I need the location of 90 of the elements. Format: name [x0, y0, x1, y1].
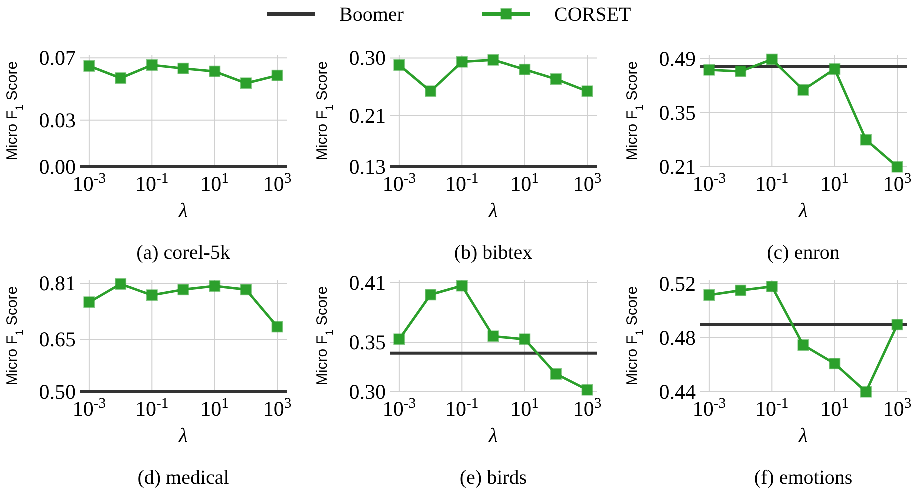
x-tick-label: 10$^{3}$ [263, 396, 292, 421]
y-tick-label: 0.35 [349, 330, 386, 354]
text: (b) bibtex [454, 242, 533, 264]
x-tick-label: 10$^{3}$ [263, 171, 292, 196]
y-tick-label: 0.21 [349, 104, 386, 128]
y-tick-label: 0.13 [349, 155, 386, 179]
x-tick-label: 10$^{1}$ [820, 396, 850, 421]
text: (d) medical [138, 467, 230, 489]
point [798, 340, 810, 352]
y-tick-label: 0.81 [39, 272, 76, 296]
point [146, 60, 158, 72]
x-axis-title: λ [178, 425, 188, 447]
y-tick-label: 0.35 [659, 100, 696, 125]
point [456, 56, 468, 68]
text: (c) enron [767, 242, 840, 264]
legend-label: Boomer [340, 4, 404, 26]
x-tick-label: 10$^{-1}$ [136, 171, 169, 196]
legend-label: CORSET [554, 4, 632, 26]
text: (e) birds [460, 467, 528, 489]
point [704, 290, 716, 301]
point [394, 59, 406, 71]
point [829, 358, 841, 370]
x-tick-label: 10$^{-1}$ [756, 396, 789, 421]
y-tick-label: 0.00 [39, 155, 76, 179]
point [892, 161, 904, 173]
x-tick-label: 10$^{1}$ [200, 171, 230, 196]
x-axis-title: λ [798, 200, 808, 222]
x-tick-label: 10$^{-1}$ [446, 396, 479, 421]
point [519, 334, 531, 346]
y-tick-label: 0.65 [39, 328, 76, 352]
point [272, 70, 284, 82]
point [209, 280, 221, 292]
y-tick-label: 0.30 [349, 380, 386, 404]
point [766, 280, 778, 292]
x-tick-label: 10$^{3}$ [883, 171, 912, 196]
y-tick-label: 0.49 [659, 46, 696, 71]
y-tick-label: 0.03 [39, 108, 76, 132]
point [425, 289, 437, 301]
point [582, 86, 594, 98]
x-tick-label: 10$^{-1}$ [136, 396, 169, 421]
point [84, 296, 96, 308]
point [488, 54, 500, 66]
point [456, 280, 468, 292]
point [178, 62, 190, 74]
x-tick-label: 10$^{-1}$ [446, 171, 479, 196]
x-tick-label: 10$^{-1}$ [756, 171, 789, 196]
point [488, 330, 500, 342]
point [240, 284, 252, 296]
x-tick-label: 10$^{3}$ [573, 396, 602, 421]
point [115, 72, 127, 84]
point [209, 66, 221, 78]
x-tick-label: 10$^{3}$ [883, 396, 912, 421]
x-axis-title: λ [798, 425, 808, 447]
point [704, 64, 716, 76]
x-axis-title: λ [178, 200, 188, 222]
point [84, 60, 96, 72]
x-tick-label: 10$^{1}$ [200, 396, 230, 421]
point [240, 78, 252, 90]
point [115, 278, 127, 290]
point [146, 290, 158, 302]
point [735, 66, 747, 78]
x-axis-title: λ [488, 425, 498, 447]
y-tick-label: 0.41 [349, 270, 386, 295]
point [766, 54, 778, 66]
y-tick-label: 0.52 [659, 272, 696, 296]
point [272, 321, 284, 333]
point [860, 134, 872, 146]
point [519, 64, 531, 76]
point [860, 386, 872, 398]
x-tick-label: 10$^{1}$ [820, 171, 850, 196]
x-axis-title: λ [488, 200, 498, 222]
point [582, 384, 594, 396]
point [550, 74, 562, 86]
point [829, 64, 841, 76]
x-tick-label: 10$^{3}$ [573, 171, 602, 196]
point [425, 86, 437, 98]
y-tick-label: 0.30 [349, 46, 386, 70]
point [735, 284, 747, 296]
y-tick-label: 0.07 [39, 46, 76, 70]
point [892, 319, 904, 331]
text: (f) emotions [754, 467, 853, 489]
y-tick-label: 0.50 [39, 380, 76, 404]
point [798, 84, 810, 96]
x-tick-label: 10$^{1}$ [510, 396, 540, 421]
point [394, 334, 406, 346]
text: (a) corel-5k [136, 242, 230, 264]
point [178, 284, 190, 296]
x-tick-label: 10$^{1}$ [510, 171, 540, 196]
y-tick-label: 0.48 [659, 326, 696, 350]
point [550, 368, 562, 380]
